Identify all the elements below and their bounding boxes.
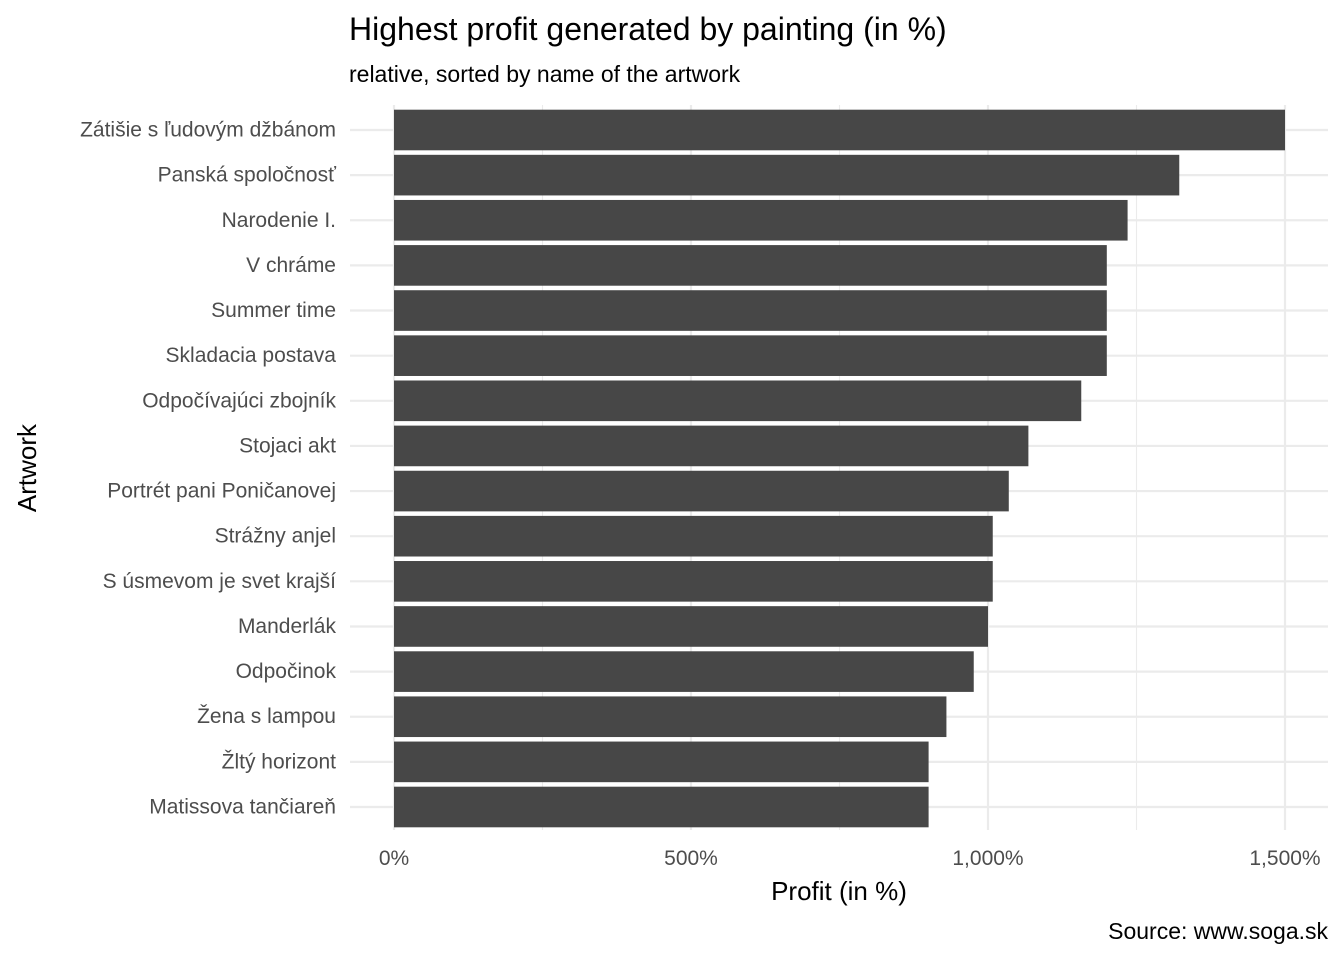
bar xyxy=(394,651,974,692)
y-tick-label: Strážny anjel xyxy=(215,525,336,548)
y-tick-label: Summer time xyxy=(211,299,336,322)
chart-title: Highest profit generated by painting (in… xyxy=(349,11,947,47)
y-tick-label: Narodenie I. xyxy=(222,209,336,232)
bar xyxy=(394,109,1285,151)
bar xyxy=(394,154,1180,196)
chart-caption: Source: www.soga.sk xyxy=(1108,918,1328,944)
x-tick-label: 1,500% xyxy=(1249,847,1320,870)
x-axis-title: Profit (in %) xyxy=(771,876,907,906)
y-axis-title: Artwork xyxy=(12,423,42,512)
x-tick-label: 0% xyxy=(379,847,409,870)
y-tick-label: Žena s lampou xyxy=(197,705,336,728)
bar xyxy=(394,335,1107,376)
y-tick-label: Manderlák xyxy=(238,615,337,638)
bars xyxy=(394,109,1285,828)
y-tick-label: S úsmevom je svet krajší xyxy=(103,570,337,593)
bar xyxy=(394,696,947,738)
x-tick-label: 500% xyxy=(664,847,718,870)
y-tick-label: Žltý horizont xyxy=(222,750,337,773)
bar xyxy=(394,561,993,602)
y-tick-label: Odpočívajúci zbojník xyxy=(142,389,336,412)
y-tick-label: Panská spoločnosť xyxy=(158,164,337,187)
bar xyxy=(394,199,1128,241)
bar xyxy=(394,515,993,557)
bar xyxy=(394,380,1082,422)
y-tick-label: Stojaci akt xyxy=(239,434,336,457)
y-tick-label: Odpočinok xyxy=(236,660,337,683)
x-tick-labels: 0% 500% 1,000% 1,500% xyxy=(379,847,1321,870)
x-tick-label: 1,000% xyxy=(952,847,1023,870)
y-tick-label: Matissova tančiareň xyxy=(149,796,336,819)
bar xyxy=(394,786,929,828)
bar xyxy=(394,606,988,647)
y-tick-label: Skladacia postava xyxy=(166,344,337,367)
chart-subtitle: relative, sorted by name of the artwork xyxy=(349,61,741,87)
bar xyxy=(394,245,1107,286)
y-tick-label: Portrét pani Poničanovej xyxy=(107,480,336,503)
y-tick-label: V chráme xyxy=(246,254,336,277)
y-tick-labels: Zátišie s ľudovým džbánom Panská spoločno… xyxy=(80,119,337,819)
bar xyxy=(394,470,1009,512)
bar xyxy=(394,425,1029,467)
y-tick-label: Zátišie s ľudovým džbánom xyxy=(80,119,336,142)
bar xyxy=(394,741,929,783)
bar xyxy=(394,290,1107,331)
